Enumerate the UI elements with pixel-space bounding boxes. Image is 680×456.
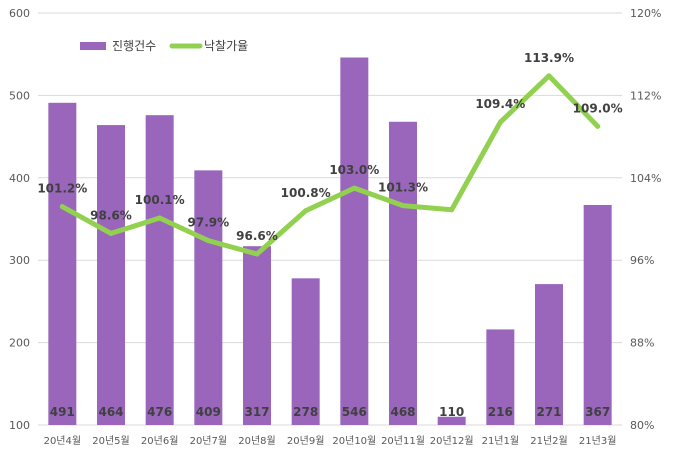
x-tick-label: 20년12월 [430,435,474,447]
bar [97,125,125,426]
y-left-tick-label: 300 [9,254,30,267]
line-point [59,204,65,210]
line-point [205,238,211,244]
bar [486,329,515,425]
line-point [595,123,601,129]
line-point [449,207,455,213]
bar-value-label: 278 [293,405,318,419]
x-tick-label: 21년1월 [482,435,520,447]
x-tick-label: 20년4월 [44,435,82,447]
bar-value-label: 546 [342,405,367,419]
y-left-tick-label: 600 [9,7,30,20]
bar-value-label: 468 [390,405,415,419]
line-point [108,230,114,236]
bar-value-label: 110 [439,405,464,419]
bar-value-label: 464 [98,405,123,419]
line-value-label: 98.6% [90,208,132,222]
y-axis-right: 80% 88% 96% 104% 112% 120% [630,7,661,432]
line-value-label: 100.8% [281,186,331,200]
bar [437,416,466,425]
y-right-tick-label: 88% [630,337,654,350]
bar [583,204,612,425]
line-value-label: 97.9% [188,216,230,230]
line-path [59,73,601,257]
x-tick-label: 20년11월 [381,435,425,447]
legend-label-line: 낙찰가율 [204,39,248,53]
line-value-label: 113.9% [524,51,574,65]
y-left-tick-label: 200 [9,337,30,350]
gridlines [38,12,622,426]
line-point [497,119,503,125]
legend-swatch-bar [80,42,106,50]
bar-value-label: 409 [196,405,221,419]
y-right-tick-label: 104% [630,172,661,185]
line-value-label: 103.0% [329,163,379,177]
line-value-label: 101.3% [378,181,428,195]
bar-series: 491 464 476 409 317 278 546 468 110 216 271 367 [48,57,612,426]
line-value-label: 96.6% [236,229,278,243]
line-point [254,251,260,257]
bar [48,102,77,425]
line-point [157,215,163,221]
bar [194,170,223,425]
line-point [351,185,357,191]
x-tick-label: 21년2월 [530,435,568,447]
bar-value-label: 271 [536,405,561,419]
x-tick-label: 21년3월 [579,435,617,447]
line-value-label: 109.0% [573,101,623,115]
line-point [400,203,406,209]
line-value-label: 109.4% [475,97,525,111]
bar-value-label: 367 [585,405,610,419]
bar-value-label: 216 [488,405,513,419]
bar [243,246,271,425]
y-right-tick-label: 80% [630,419,654,432]
bar [340,57,369,425]
legend: 진행건수 낙찰가율 [80,38,248,53]
bar [145,115,174,426]
y-right-tick-label: 96% [630,254,654,267]
x-tick-label: 20년9월 [287,435,325,447]
x-tick-label: 20년7월 [190,435,228,447]
bar [389,121,417,425]
x-axis: 20년4월 20년5월 20년6월 20년7월 20년8월 20년9월 20년10월 20년1… [44,435,617,447]
x-tick-label: 20년6월 [141,435,179,447]
x-tick-label: 20년10월 [332,435,376,447]
line-value-label: 100.1% [135,193,185,207]
y-left-tick-label: 400 [9,172,30,185]
legend-label-bar: 진행건수 [112,38,156,53]
x-tick-label: 20년8월 [238,435,276,447]
y-right-tick-label: 120% [630,7,661,20]
bar [291,278,320,425]
y-right-tick-label: 112% [630,89,661,102]
x-tick-label: 20년5월 [92,435,130,447]
bar [535,284,563,425]
line-value-label: 101.2% [37,182,87,196]
line-series: 101.2%98.6%100.1%97.9% 96.6% 100.8% 103.0% 1… [37,51,623,257]
y-left-tick-label: 100 [9,419,30,432]
bar-value-label: 476 [147,405,172,419]
bar-value-label: 491 [50,405,75,419]
line-point [546,73,552,79]
y-left-tick-label: 500 [9,89,30,102]
y-axis-left: 100 200 300 400 500 600 [9,7,30,432]
bar-value-label: 317 [244,405,269,419]
line-point [303,208,309,214]
